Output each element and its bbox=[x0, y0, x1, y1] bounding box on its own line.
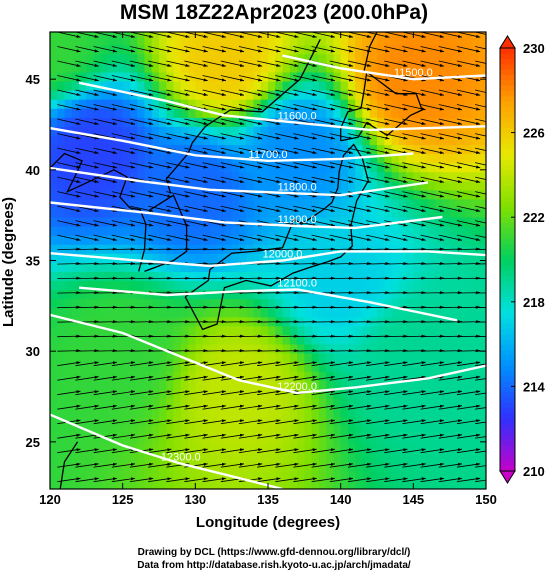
colorbar-min-triangle bbox=[499, 470, 516, 484]
y-tick-label: 45 bbox=[26, 72, 40, 87]
colorbar-tick-label: 226 bbox=[523, 126, 545, 141]
x-tick-label: 150 bbox=[475, 492, 497, 507]
coastline-segment-5 bbox=[59, 441, 79, 489]
y-tick-label: 25 bbox=[26, 435, 40, 450]
height-contour-2 bbox=[50, 126, 414, 163]
height-contour-5 bbox=[50, 250, 486, 268]
x-tick-label: 135 bbox=[257, 492, 279, 507]
x-tick-label: 130 bbox=[184, 492, 206, 507]
y-tick-label: 35 bbox=[26, 254, 40, 269]
colorbar-tick-label: 230 bbox=[523, 41, 545, 56]
x-tick-label: 140 bbox=[330, 492, 352, 507]
height-contour-0 bbox=[282, 54, 486, 81]
colorbar-tick-label: 214 bbox=[523, 379, 545, 394]
colorbar-tick-label: 218 bbox=[523, 295, 545, 310]
colorbar-tick-label: 222 bbox=[523, 210, 545, 225]
height-contour-label: 12200.0 bbox=[277, 381, 317, 393]
coastline bbox=[50, 32, 423, 489]
coastline-segment-0 bbox=[184, 143, 369, 331]
x-axis: 120 125 130 135 140 145 150 bbox=[39, 32, 497, 507]
height-contour-label: 12000.0 bbox=[263, 249, 303, 261]
colorbar-frame bbox=[499, 47, 516, 472]
height-contour-3 bbox=[50, 166, 429, 197]
height-contour-label: 12100.0 bbox=[277, 278, 317, 290]
height-contour-6 bbox=[78, 286, 458, 322]
height-contour-1 bbox=[78, 81, 486, 132]
colorbar-max-triangle bbox=[499, 35, 516, 49]
height-contour-label: 11800.0 bbox=[278, 181, 317, 193]
y-tick-label: 40 bbox=[26, 163, 40, 178]
height-contour-label: 11500.0 bbox=[394, 67, 433, 79]
colorbar: 210 214 218 222 226 230 bbox=[499, 35, 545, 484]
coastline-segment-4 bbox=[165, 39, 321, 194]
y-tick-label: 30 bbox=[26, 344, 40, 359]
x-tick-label: 120 bbox=[39, 492, 61, 507]
x-tick-label: 125 bbox=[112, 492, 134, 507]
x-tick-label: 145 bbox=[402, 492, 424, 507]
x-axis-label: Longitude (degrees) bbox=[196, 514, 340, 531]
height-contours: 11500.0 11600.0 11700.0 11800.0 11900.0 12000… bbox=[50, 54, 486, 489]
height-contour-label: 11700.0 bbox=[249, 149, 288, 161]
height-contour-label: 11600.0 bbox=[278, 111, 317, 123]
footer-credit: Drawing by DCL (https://www.gfd-dennou.o… bbox=[137, 547, 411, 558]
height-contour-7 bbox=[50, 313, 486, 395]
footer-data-source: Data from http://database.rish.kyoto-u.a… bbox=[137, 560, 411, 571]
coastline-segment-6 bbox=[363, 32, 378, 73]
chart-title: MSM 18Z22Apr2023 (200.0hPa) bbox=[119, 1, 429, 24]
coastline-segment-1 bbox=[340, 70, 423, 142]
coastline-segment-2 bbox=[50, 152, 147, 272]
height-contour-label: 11900.0 bbox=[278, 214, 317, 226]
height-contour-8 bbox=[50, 413, 283, 489]
height-contour-4 bbox=[50, 201, 443, 230]
height-contour-label: 12300.0 bbox=[161, 452, 201, 464]
colorbar-tick-label: 210 bbox=[523, 464, 545, 479]
plot-area: 11500.0 11600.0 11700.0 11800.0 11900.0 12000… bbox=[50, 32, 486, 489]
wind-vectors bbox=[57, 32, 486, 483]
y-axis-label: Latitude (degrees) bbox=[0, 197, 17, 327]
y-axis: 25 30 35 40 45 bbox=[26, 72, 486, 450]
